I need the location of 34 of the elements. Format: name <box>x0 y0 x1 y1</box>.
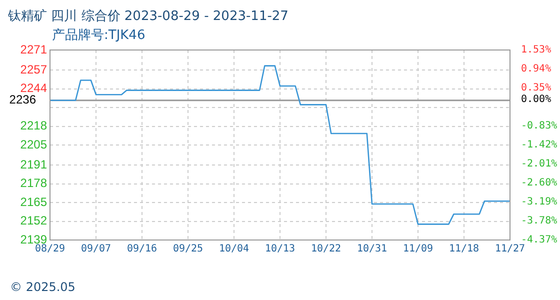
y2-tick-label: -3.78% <box>521 216 558 227</box>
y2-tick-label: 0.00% <box>521 94 552 105</box>
x-tick-label: 10/31 <box>356 244 388 255</box>
y-tick-label: 2244 <box>20 81 48 96</box>
x-tick-label: 10/22 <box>310 244 342 255</box>
text: © 2025.05 <box>10 280 76 294</box>
y2-tick-label: 0.94% <box>521 64 552 75</box>
y-tick-label: 2257 <box>20 62 48 76</box>
y-tick-label: 2218 <box>20 118 48 133</box>
x-tick-label: 09/16 <box>126 244 158 255</box>
y2-tick-label: -0.83% <box>521 120 558 132</box>
x-tick-label: 08/29 <box>34 244 66 255</box>
y-tick-label: 2178 <box>20 176 48 190</box>
y2-tick-label: -2.60% <box>521 178 558 189</box>
y-tick-label: 2152 <box>20 214 48 228</box>
x-tick-label: 11/18 <box>448 244 480 255</box>
y2-tick-label: -3.19% <box>521 196 558 208</box>
ref-line-label: 2236 <box>9 92 36 107</box>
y2-tick-label: -1.42% <box>521 140 558 151</box>
x-tick-label: 10/04 <box>218 244 250 255</box>
y-tick-label: 2191 <box>20 157 48 172</box>
y-tick-label: 2205 <box>20 137 48 152</box>
x-tick-label: 11/09 <box>402 244 434 255</box>
y2-tick-label: 0.35% <box>521 82 552 94</box>
y2-tick-label: -2.01% <box>521 158 558 170</box>
y2-tick-label: 1.53% <box>521 44 552 56</box>
chart-title: 钛精矿 四川 综合价 2023-08-29 - 2023-11-27 <box>7 9 288 24</box>
chart-subtitle: 产品牌号:TJK46 <box>52 28 146 43</box>
x-tick-label: 10/13 <box>264 244 296 255</box>
y-tick-label: 2165 <box>20 194 48 209</box>
y-tick-label: 2271 <box>20 42 48 56</box>
x-tick-label: 09/07 <box>80 244 112 255</box>
x-tick-label: 11/27 <box>494 244 526 255</box>
x-tick-label: 09/25 <box>172 244 204 255</box>
